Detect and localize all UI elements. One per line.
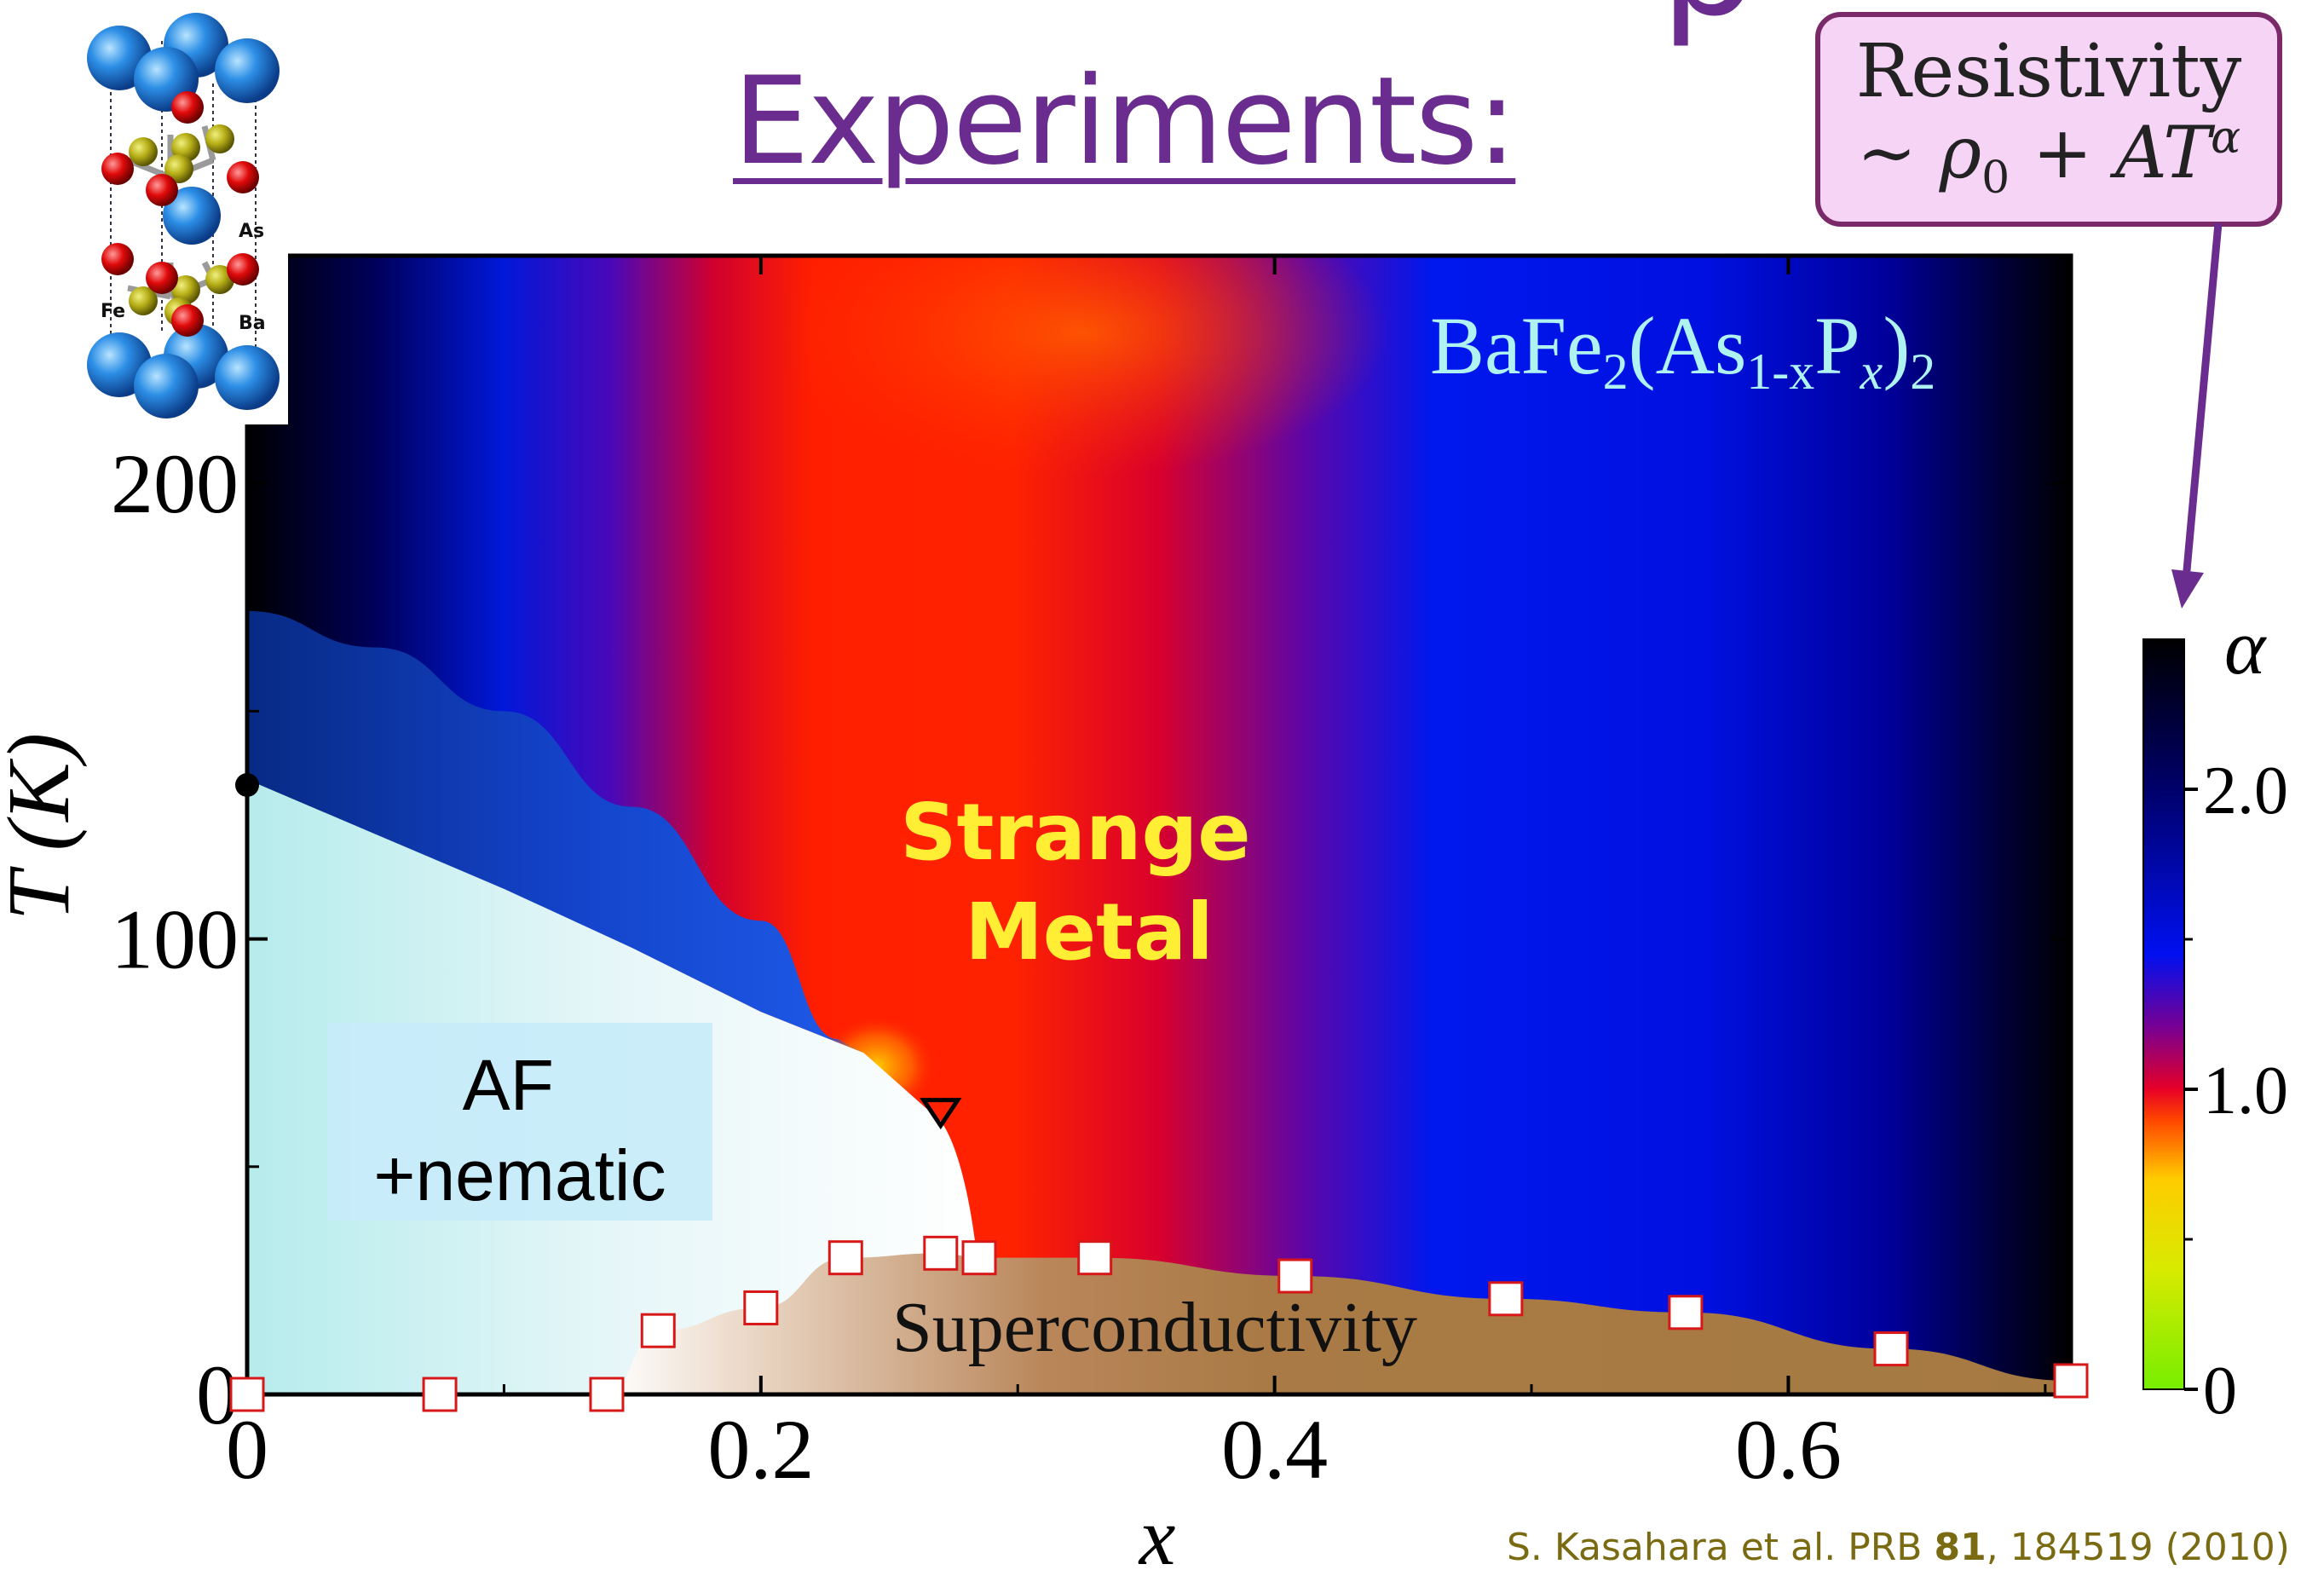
nematic-region <box>247 610 864 1053</box>
colorbar-label: α <box>2224 603 2267 690</box>
colorbar-tick-label: 1.0 <box>2203 1053 2288 1128</box>
y-axis-label: T (K) <box>0 733 88 921</box>
tc-data-point <box>1077 1240 1113 1276</box>
colorbar-bar <box>2142 638 2185 1390</box>
formula-alpha: α <box>2211 113 2241 164</box>
tc-data-point <box>640 1313 676 1348</box>
y-tick-label: 200 <box>111 436 239 531</box>
slide-title: Experiments: <box>733 51 1517 192</box>
x-tick-label: 0 <box>226 1402 268 1497</box>
material-label: BaFe2(As1-xPx)2 <box>1430 300 1935 400</box>
formula-box: Resistivity ∼ ρ0 + ATα <box>1815 12 2282 227</box>
tc-data-point <box>229 1377 265 1412</box>
crystal-label-fe: Fe <box>101 301 125 322</box>
tc-data-point <box>589 1377 625 1412</box>
tc-data-points <box>229 1235 2089 1412</box>
top-title-fragment: p <box>1660 0 1757 50</box>
tc-data-point <box>422 1377 458 1412</box>
tc-data-point <box>828 1240 863 1276</box>
as-atoms <box>101 91 259 337</box>
af-label-box <box>327 1023 712 1221</box>
formula-pointer-arrow <box>2171 222 2223 609</box>
formula-approx: ∼ <box>1856 111 1917 194</box>
colorbar-tick-label: 0 <box>2203 1354 2237 1429</box>
crystal-label-as: As <box>239 221 264 242</box>
tc-data-point <box>1873 1331 1909 1367</box>
formula-label: Resistivity <box>1855 29 2242 114</box>
tc-data-point <box>923 1235 959 1271</box>
tc-data-point <box>743 1290 779 1325</box>
superconducting-dome-region <box>606 1253 2071 1394</box>
ba-atoms <box>87 13 280 418</box>
y-tick-label: 100 <box>111 892 239 987</box>
region-label-superconductivity: Superconductivity <box>892 1288 1417 1367</box>
x-tick-label: 0.6 <box>1735 1402 1842 1497</box>
tc-data-point <box>1668 1295 1704 1330</box>
colorbar-ticks: 0 1.0 2.0 <box>2184 753 2288 1429</box>
region-label-af-nematic: AF +nematic <box>373 1045 666 1215</box>
tc-data-point <box>1277 1258 1313 1294</box>
x-axis-label: x <box>1138 1491 1176 1570</box>
plot-frame <box>245 253 2073 1397</box>
heatmap-top-glow <box>776 256 1389 477</box>
formula-AT: AT <box>2115 111 2212 194</box>
x-axis: 0 0.2 0.4 0.6 <box>226 256 2047 1497</box>
x-tick-label: 0.2 <box>707 1402 814 1497</box>
formula-expression: ∼ ρ0 + ATα <box>1820 111 2277 204</box>
colorbar: 0 1.0 2.0 α <box>2142 603 2288 1429</box>
tc-data-point <box>2053 1363 2089 1399</box>
triangle-marker <box>920 1098 962 1130</box>
x-tick-label: 0.4 <box>1221 1402 1328 1497</box>
tc-data-point <box>961 1240 997 1276</box>
crystal-label-ba: Ba <box>239 313 266 334</box>
region-label-strange-metal: Strange Metal <box>900 787 1277 978</box>
formula-rho: ρ <box>1939 111 1982 194</box>
citation: S. Kasahara et al. PRB 81, 184519 (2010) <box>1507 1526 2290 1569</box>
tc-data-point <box>1488 1281 1524 1317</box>
tn-onset-marker <box>235 773 259 797</box>
crystal-structure-image: As Fe Ba <box>77 7 288 424</box>
formula-plus: + <box>2032 111 2093 194</box>
formula-rho-sub: 0 <box>1981 152 2010 204</box>
colorbar-tick-label: 2.0 <box>2203 753 2288 828</box>
